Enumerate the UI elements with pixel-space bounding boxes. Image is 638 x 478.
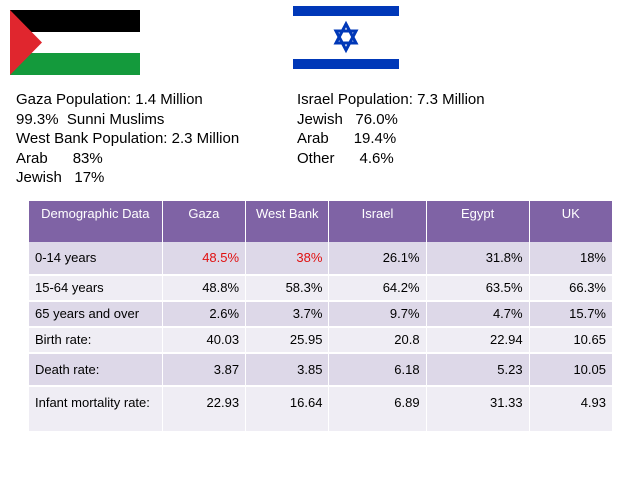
cell: 5.23 bbox=[426, 353, 530, 387]
cell: 64.2% bbox=[328, 275, 427, 302]
row-label: 15-64 years bbox=[29, 275, 163, 302]
cell: 6.18 bbox=[328, 353, 427, 387]
row-label: 0-14 years bbox=[29, 242, 163, 276]
cell: 4.93 bbox=[529, 386, 614, 433]
cell: 3.7% bbox=[245, 301, 330, 328]
header-uk: UK bbox=[529, 201, 614, 242]
israel-arab: Arab 19.4% bbox=[297, 130, 397, 147]
cell: 40.03 bbox=[162, 327, 247, 354]
cell: 48.8% bbox=[162, 275, 247, 302]
row-label: 65 years and over bbox=[29, 301, 163, 328]
header-egypt: Egypt bbox=[426, 201, 530, 242]
cell: 31.33 bbox=[426, 386, 530, 433]
cell: 31.8% bbox=[426, 242, 530, 276]
cell: 48.5% bbox=[162, 242, 247, 276]
cell: 15.7% bbox=[529, 301, 614, 328]
cell: 16.64 bbox=[245, 386, 330, 433]
cell: 18% bbox=[529, 242, 614, 276]
cell: 63.5% bbox=[426, 275, 530, 302]
israel-info: Israel Population: 7.3 Million Jewish 76… bbox=[297, 90, 485, 168]
west-bank-population: West Bank Population: 2.3 Million bbox=[16, 130, 240, 147]
row-label: Death rate: bbox=[29, 353, 163, 387]
table-row: Birth rate: 40.03 25.95 20.8 22.94 10.65 bbox=[29, 327, 614, 354]
israel-flag bbox=[293, 6, 399, 69]
cell: 6.89 bbox=[328, 386, 427, 433]
cell: 22.94 bbox=[426, 327, 530, 354]
header-west-bank: West Bank bbox=[245, 201, 330, 242]
cell: 2.6% bbox=[162, 301, 247, 328]
palestine-flag bbox=[10, 10, 140, 75]
cell: 3.87 bbox=[162, 353, 247, 387]
gaza-population: Gaza Population: 1.4 Million bbox=[16, 91, 203, 108]
cell: 58.3% bbox=[245, 275, 330, 302]
table-row: Death rate: 3.87 3.85 6.18 5.23 10.05 bbox=[29, 353, 614, 387]
gaza-info: Gaza Population: 1.4 Million 99.3% Sunni… bbox=[16, 90, 239, 188]
cell: 10.05 bbox=[529, 353, 614, 387]
west-bank-arab: Arab 83% bbox=[16, 149, 103, 167]
cell: 4.7% bbox=[426, 301, 530, 328]
gaza-religion: 99.3% Sunni Muslims bbox=[16, 110, 165, 128]
israel-other: Other 4.6% bbox=[297, 149, 394, 167]
table-row: Infant mortality rate: 22.93 16.64 6.89 … bbox=[29, 386, 614, 433]
row-label: Infant mortality rate: bbox=[29, 386, 163, 433]
cell: 3.85 bbox=[245, 353, 330, 387]
table-header-row: Demographic Data Gaza West Bank Israel E… bbox=[29, 201, 614, 242]
row-label: Birth rate: bbox=[29, 327, 163, 354]
cell: 26.1% bbox=[328, 242, 427, 276]
cell: 22.93 bbox=[162, 386, 247, 433]
table-row: 15-64 years 48.8% 58.3% 64.2% 63.5% 66.3… bbox=[29, 275, 614, 302]
israel-population: Israel Population: 7.3 Million bbox=[297, 91, 485, 108]
cell: 38% bbox=[245, 242, 330, 276]
cell: 25.95 bbox=[245, 327, 330, 354]
table-row: 0-14 years 48.5% 38% 26.1% 31.8% 18% bbox=[29, 242, 614, 276]
header-gaza: Gaza bbox=[162, 201, 247, 242]
cell: 66.3% bbox=[529, 275, 614, 302]
demographic-table: Demographic Data Gaza West Bank Israel E… bbox=[29, 201, 614, 433]
cell: 10.65 bbox=[529, 327, 614, 354]
cell: 9.7% bbox=[328, 301, 427, 328]
cell: 20.8 bbox=[328, 327, 427, 354]
west-bank-jewish: Jewish 17% bbox=[16, 169, 105, 186]
header-israel: Israel bbox=[328, 201, 427, 242]
israel-jewish: Jewish 76.0% bbox=[297, 110, 398, 128]
header-demographic: Demographic Data bbox=[29, 201, 163, 242]
table-row: 65 years and over 2.6% 3.7% 9.7% 4.7% 15… bbox=[29, 301, 614, 328]
